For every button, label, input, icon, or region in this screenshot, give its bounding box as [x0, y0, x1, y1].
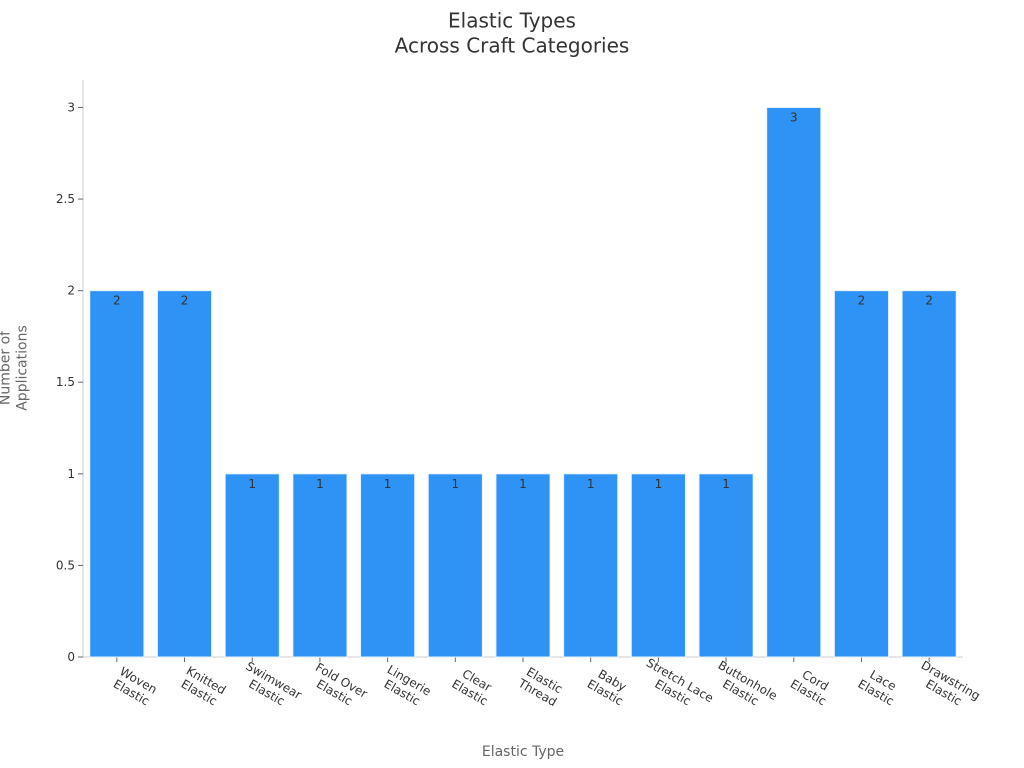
bar	[292, 473, 348, 658]
x-tick-label: DrawstringElastic	[912, 658, 983, 715]
bar	[427, 473, 483, 658]
value-label: 3	[790, 110, 798, 124]
bar	[563, 473, 619, 658]
x-tick-label: BabyElastic	[585, 665, 633, 709]
bar	[89, 290, 145, 658]
y-tick-label: 0.5	[56, 558, 75, 572]
x-tick-label: LingerieElastic	[378, 662, 434, 710]
value-label: 2	[181, 294, 189, 308]
value-label: 2	[858, 294, 866, 308]
bar	[495, 473, 551, 658]
bar	[698, 473, 754, 658]
bar	[630, 473, 686, 658]
x-tick-label: Fold OverElastic	[306, 660, 370, 713]
bar	[833, 290, 890, 658]
x-tick-label: KnittedElastic	[177, 664, 228, 710]
y-tick-label: 0	[67, 650, 75, 664]
value-label: 1	[451, 477, 459, 491]
y-tick-label: 2.5	[56, 192, 75, 206]
x-tick-label: Stretch LaceElastic	[637, 656, 716, 718]
x-tick-label: SwimwearElastic	[236, 659, 304, 714]
x-tick-label: LaceElastic	[855, 665, 903, 709]
x-tick-label: ElasticThread	[515, 663, 566, 709]
value-label: 2	[113, 294, 121, 308]
value-label: 1	[519, 477, 527, 491]
value-label: 1	[587, 477, 595, 491]
value-label: 1	[248, 477, 256, 491]
bar	[224, 473, 280, 658]
bar	[156, 290, 213, 658]
value-label: 1	[384, 477, 392, 491]
chart-title: Elastic Types Across Craft Categories	[395, 9, 630, 58]
x-tick-label: ClearElastic	[449, 665, 497, 709]
x-axis-label: Elastic Type	[482, 744, 564, 760]
y-axis-label: Number ofApplications	[0, 325, 31, 411]
y-tick-label: 3	[67, 100, 75, 114]
value-label: 2	[925, 294, 933, 308]
value-label: 1	[655, 477, 663, 491]
x-tick-label: CordElastic	[788, 665, 836, 709]
value-label: 1	[722, 477, 730, 491]
y-tick-label: 1	[67, 467, 75, 481]
bar	[766, 106, 822, 658]
bar	[360, 473, 416, 658]
x-tick-label: WovenElastic	[110, 664, 159, 709]
y-tick-label: 2	[67, 284, 75, 298]
value-label: 1	[316, 477, 324, 491]
y-tick-label: 1.5	[56, 375, 75, 389]
bar	[901, 290, 957, 658]
x-tick-label: ButtonholeElastic	[709, 658, 780, 715]
